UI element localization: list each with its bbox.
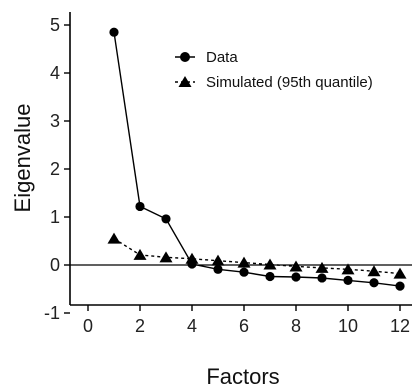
data-point-simulated [341, 263, 355, 275]
y-tick-label: -1 [44, 303, 60, 323]
series-line-simulated [113, 238, 401, 275]
data-point-data [369, 278, 379, 288]
x-tick-label: 12 [390, 316, 410, 336]
legend-marker-data [180, 52, 190, 62]
data-point-data [161, 214, 171, 224]
data-point-data [213, 264, 223, 274]
data-point-data [135, 201, 145, 212]
legend-marker-simulated [178, 76, 192, 87]
x-tick-label: 6 [239, 316, 249, 336]
data-point-simulated [237, 256, 251, 268]
data-point-simulated [133, 248, 147, 260]
data-point-data [317, 273, 327, 283]
series [107, 27, 407, 291]
y-axis-title: Eigenvalue [10, 104, 35, 213]
y-tick-label: 3 [50, 111, 60, 131]
data-point-data [343, 275, 353, 285]
x-tick-label: 8 [291, 316, 301, 336]
y-tick-label: 4 [50, 63, 60, 83]
y-tick-label: 1 [50, 207, 60, 227]
data-point-simulated [367, 265, 381, 277]
data-point-data [265, 271, 275, 282]
x-tick-label: 10 [338, 316, 358, 336]
data-point-simulated [289, 260, 303, 272]
data-point-simulated [211, 254, 225, 266]
data-point-simulated [315, 261, 329, 273]
legend: Data Simulated (95th quantile) [175, 49, 373, 91]
legend-label-simulated: Simulated (95th quantile) [206, 74, 373, 91]
x-axis-title: Factors [206, 364, 279, 389]
data-point-simulated [393, 267, 407, 279]
data-point-data [239, 267, 249, 277]
x-tick-label: 0 [83, 316, 93, 336]
data-point-simulated [185, 252, 199, 264]
data-point-data [395, 281, 405, 291]
y-tick-label: 2 [50, 159, 60, 179]
y-tick-label: 0 [50, 255, 60, 275]
series-line-data [113, 32, 401, 287]
data-point-simulated [263, 258, 277, 270]
data-point-data [109, 27, 119, 37]
x-tick-label: 2 [135, 316, 145, 336]
x-tick-label: 4 [187, 316, 197, 336]
data-point-simulated [107, 232, 121, 244]
legend-label-data: Data [206, 49, 238, 66]
data-point-data [291, 272, 301, 282]
axes [69, 12, 412, 306]
data-point-simulated [159, 251, 173, 263]
y-tick-label: 5 [50, 15, 60, 35]
